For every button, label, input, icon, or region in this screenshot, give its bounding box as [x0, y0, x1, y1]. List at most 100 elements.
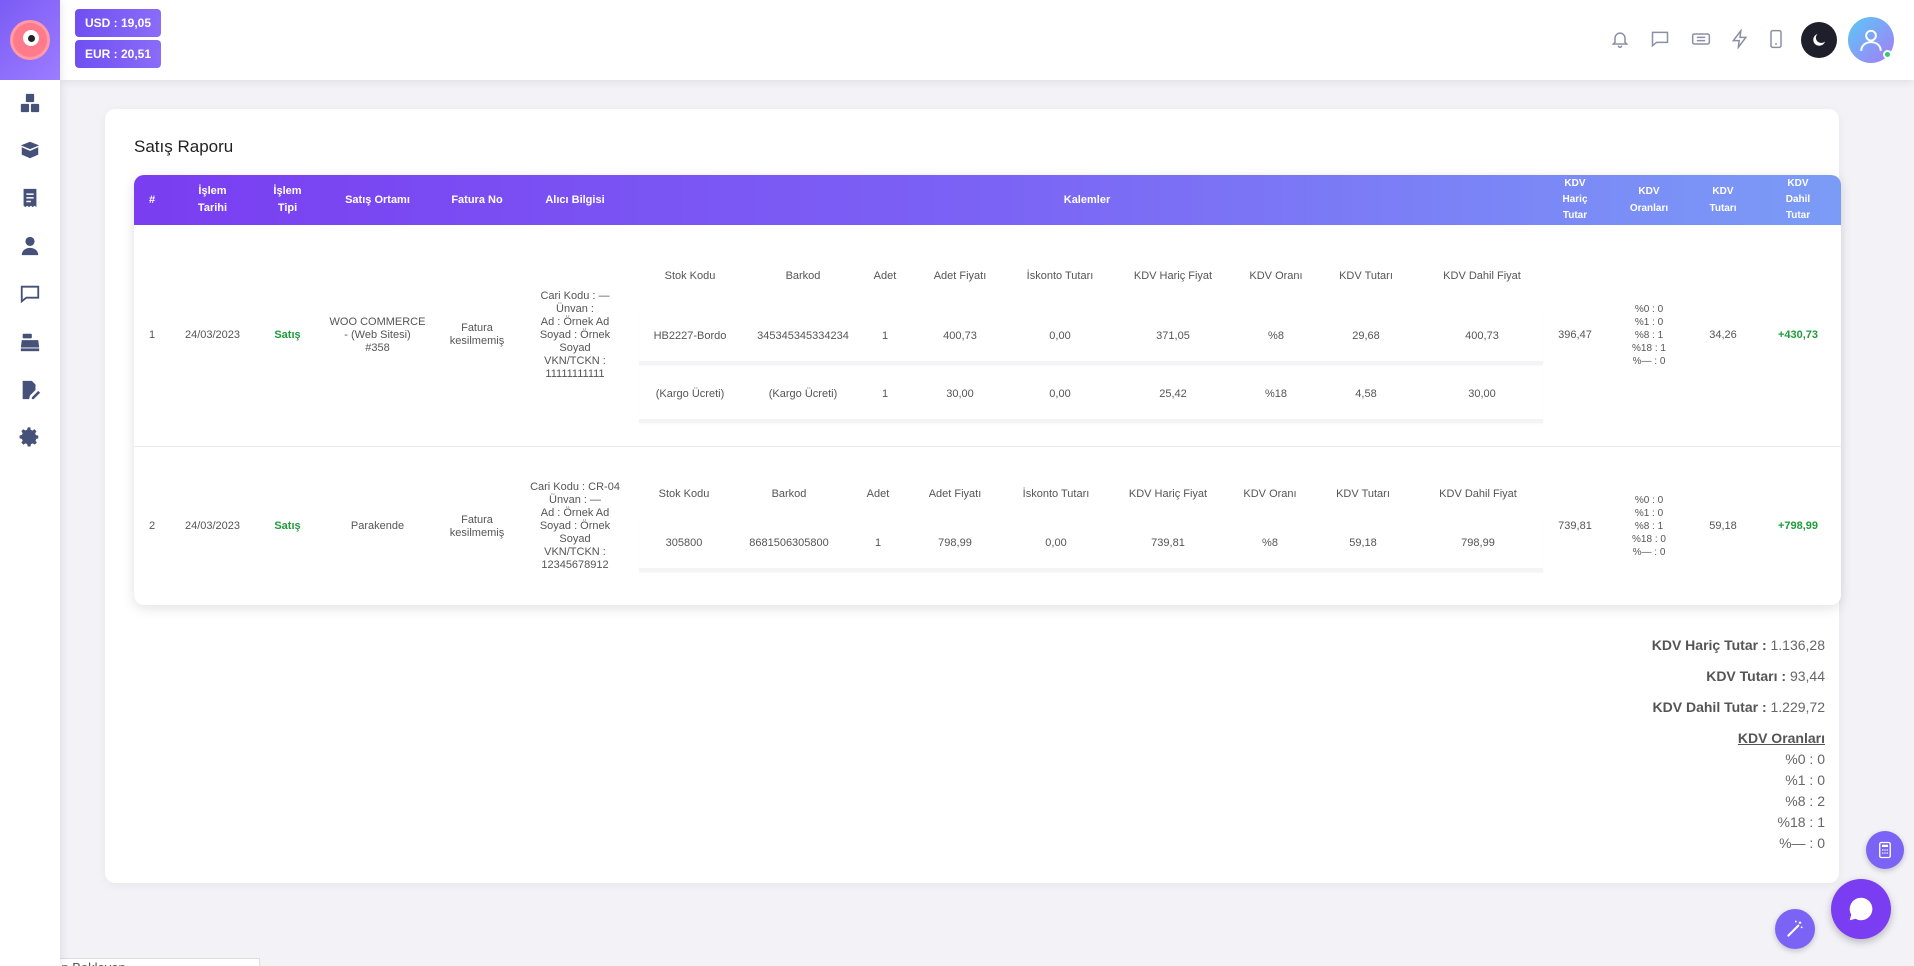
row-vat-incl: +430,73	[1777, 328, 1819, 341]
file-signature-icon[interactable]	[18, 378, 42, 402]
gear-icon[interactable]	[18, 425, 42, 449]
item-col-vat-amount: KDV Tutarı	[1339, 270, 1393, 282]
item-barcode: (Kargo Ücreti)	[768, 387, 838, 400]
item-unit-price: 798,99	[938, 536, 972, 549]
row-invoice: Fatura kesilmemiş	[449, 322, 505, 347]
items-header: Stok Kodu Barkod Adet Adet Fiyatı İskont…	[639, 261, 1543, 291]
item-col-price-incl: KDV Dahil Fiyat	[1439, 488, 1517, 500]
item-col-price-excl: KDV Hariç Fiyat	[1133, 270, 1213, 282]
items-table: Stok Kodu Barkod Adet Adet Fiyatı İskont…	[639, 479, 1543, 585]
app-logo[interactable]	[0, 0, 60, 80]
header-vat-amount[interactable]: KDV Tutarı	[1709, 186, 1737, 214]
item-col-vat-rate: KDV Oranı	[1249, 270, 1303, 282]
header-no[interactable]: #	[148, 193, 156, 206]
row-channel: WOO COMMERCE - (Web Sitesi) #358	[329, 315, 426, 354]
online-status-dot	[1883, 50, 1892, 59]
summary-vat-excl-value: 1.136,28	[1770, 637, 1826, 653]
item-vat-amount: 29,68	[1352, 329, 1380, 342]
user-tie-icon[interactable]	[18, 234, 42, 258]
header-vat-rates[interactable]: KDV Oranları	[1629, 186, 1669, 214]
row-type: Satış	[274, 328, 301, 341]
item-col-discount: İskonto Tutarı	[1026, 270, 1094, 282]
item-price-incl: 798,99	[1461, 536, 1495, 549]
summary-rates-title: KDV Oranları	[1737, 730, 1825, 746]
receipt-icon[interactable]	[18, 186, 42, 210]
table-row[interactable]: 2 24/03/2023 Satış Parakende Fatura kesi…	[134, 446, 1841, 605]
lightning-icon[interactable]	[1729, 28, 1751, 50]
item-vat-rate: %8	[1262, 536, 1278, 549]
calculator-button[interactable]	[1866, 831, 1904, 869]
header-buyer[interactable]: Alıcı Bilgisi	[545, 193, 605, 206]
summary-vat-incl: KDV Dahil Tutar : 1.229,72	[1653, 699, 1825, 715]
mobile-icon[interactable]	[1765, 28, 1787, 50]
row-no: 1	[148, 328, 156, 341]
item-qty: 1	[874, 536, 882, 549]
header-type[interactable]: İşlem Tipi	[273, 185, 302, 214]
user-icon	[1860, 29, 1882, 51]
row-no: 2	[148, 520, 156, 532]
item-col-barcode: Barkod	[785, 270, 821, 282]
item-col-unit-price: Adet Fiyatı	[928, 488, 982, 500]
sales-report-card: Satış Raporu # İşlem Tarihi İşlem Tipi S…	[105, 109, 1841, 883]
cash-register-icon[interactable]	[18, 330, 42, 354]
row-buyer: Cari Kodu : — Ünvan : Ad : Örnek Ad Soya…	[539, 289, 611, 380]
summary-vat-amount-value: 93,44	[1789, 668, 1825, 684]
row-buyer: Cari Kodu : CR-04 Ünvan : — Ad : Örnek A…	[530, 481, 620, 571]
item-col-price-excl: KDV Hariç Fiyat	[1128, 488, 1208, 500]
summary-rate: %1 : 0	[1785, 772, 1825, 788]
row-date: 24/03/2023	[184, 520, 241, 532]
header-channel[interactable]: Satış Ortamı	[345, 193, 410, 206]
item-qty: 1	[881, 387, 889, 400]
header-date[interactable]: İşlem Tarihi	[197, 185, 228, 214]
dark-mode-toggle[interactable]	[1801, 22, 1837, 58]
item-qty: 1	[881, 329, 889, 342]
chat-icon[interactable]	[1649, 28, 1671, 50]
header-invoice[interactable]: Fatura No	[451, 193, 503, 206]
summary-vat-amount-label: KDV Tutarı :	[1706, 668, 1787, 684]
item-price-incl: 30,00	[1468, 387, 1496, 400]
table-header: # İşlem Tarihi İşlem Tipi Satış Ortamı F…	[134, 175, 1841, 225]
header-vat-incl[interactable]: KDV Dahil Tutar	[1785, 178, 1811, 221]
top-bar: USD : 19,05 EUR : 20,51	[60, 0, 1914, 80]
item-col-qty: Adet	[866, 488, 890, 500]
ticket-icon[interactable]	[1690, 28, 1712, 50]
item-vat-rate: %8	[1268, 329, 1284, 342]
item-col-price-incl: KDV Dahil Fiyat	[1443, 270, 1521, 282]
summary-vat-amount: KDV Tutarı : 93,44	[1706, 668, 1825, 684]
avatar[interactable]	[1848, 17, 1894, 63]
bell-icon[interactable]	[1609, 28, 1631, 50]
item-price-excl: 739,81	[1151, 536, 1185, 549]
summary-rate: %8 : 2	[1785, 793, 1825, 809]
chat-bubble-icon	[1849, 897, 1873, 921]
magic-wand-icon	[1787, 920, 1803, 937]
sidebar	[0, 0, 60, 966]
item-col-unit-price: Adet Fiyatı	[933, 270, 987, 282]
page-title: Satış Raporu	[134, 137, 234, 156]
sales-table: # İşlem Tarihi İşlem Tipi Satış Ortamı F…	[134, 175, 1841, 605]
item-stock: 305800	[665, 536, 703, 549]
header-vat-excl[interactable]: KDV Hariç Tutar	[1562, 178, 1588, 221]
item-vat-amount: 59,18	[1349, 536, 1377, 549]
row-vat-excl: 396,47	[1558, 328, 1592, 341]
boxes-icon[interactable]	[18, 91, 42, 115]
item-col-stock: Stok Kodu	[664, 270, 716, 282]
summary-panel: KDV Hariç Tutar : 1.136,28 KDV Tutarı : …	[1425, 109, 1825, 883]
item-col-discount: İskonto Tutarı	[1022, 488, 1090, 500]
item-row: HB2227-Bordo 345345345334234 1 400,73 0,…	[639, 310, 1543, 365]
open-box-icon[interactable]	[18, 138, 42, 162]
item-stock: HB2227-Bordo	[653, 329, 727, 342]
summary-rate: %0 : 0	[1785, 751, 1825, 767]
row-vat-amount: 59,18	[1709, 520, 1737, 532]
item-price-incl: 400,73	[1465, 329, 1499, 342]
item-col-stock: Stok Kodu	[658, 488, 710, 500]
table-row[interactable]: 1 24/03/2023 Satış WOO COMMERCE - (Web S…	[134, 225, 1841, 445]
usd-rate-badge: USD : 19,05	[75, 9, 162, 37]
items-table: Stok Kodu Barkod Adet Adet Fiyatı İskont…	[639, 261, 1543, 423]
header-items[interactable]: Kalemler	[1063, 193, 1111, 206]
row-channel: Parakende	[350, 520, 405, 532]
item-vat-rate: %18	[1264, 387, 1288, 400]
magic-wand-button[interactable]	[1775, 909, 1815, 949]
message-icon[interactable]	[18, 282, 42, 306]
live-chat-button[interactable]	[1831, 879, 1891, 939]
summary-vat-incl-label: KDV Dahil Tutar :	[1652, 699, 1767, 715]
